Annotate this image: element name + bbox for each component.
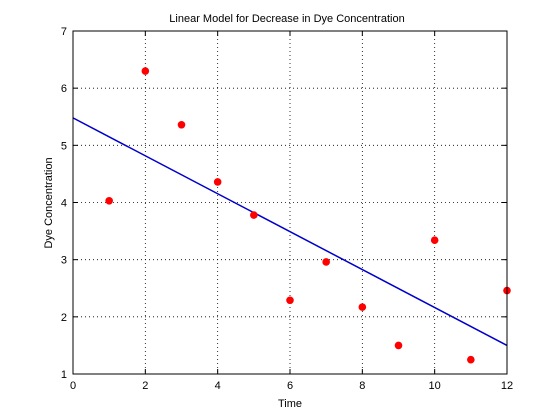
data-point [358, 303, 367, 311]
x-tick-label: 12 [501, 380, 513, 392]
y-tick-label: 7 [61, 26, 67, 38]
data-point [177, 120, 186, 129]
data-point [286, 296, 294, 305]
data-point [105, 196, 113, 205]
x-tick-label: 6 [287, 380, 293, 392]
chart-title: Linear Model for Decrease in Dye Concent… [169, 13, 404, 25]
data-point [467, 355, 475, 364]
x-tick-label: 10 [429, 380, 441, 392]
x-tick-label: 0 [70, 380, 76, 392]
data-point [213, 178, 222, 186]
y-axis-label: Dye Concentration [43, 157, 55, 248]
data-point [394, 341, 403, 350]
x-tick-label: 4 [215, 380, 221, 392]
data-point [250, 211, 258, 219]
fit-line [72, 117, 508, 347]
data-point [430, 236, 439, 245]
y-tick-label: 3 [61, 255, 67, 267]
data-point [141, 67, 150, 75]
y-tick-label: 5 [61, 140, 67, 152]
data-point [322, 258, 330, 266]
y-tick-label: 6 [61, 83, 67, 95]
x-tick-label: 2 [142, 380, 148, 392]
grid-lines [73, 31, 507, 374]
y-tick-label: 1 [61, 369, 67, 381]
y-tick-label: 4 [61, 198, 67, 210]
y-tick-label: 2 [61, 312, 67, 324]
x-tick-label: 8 [359, 380, 365, 392]
axes-box [72, 30, 508, 375]
x-axis-label: Time [278, 398, 302, 410]
